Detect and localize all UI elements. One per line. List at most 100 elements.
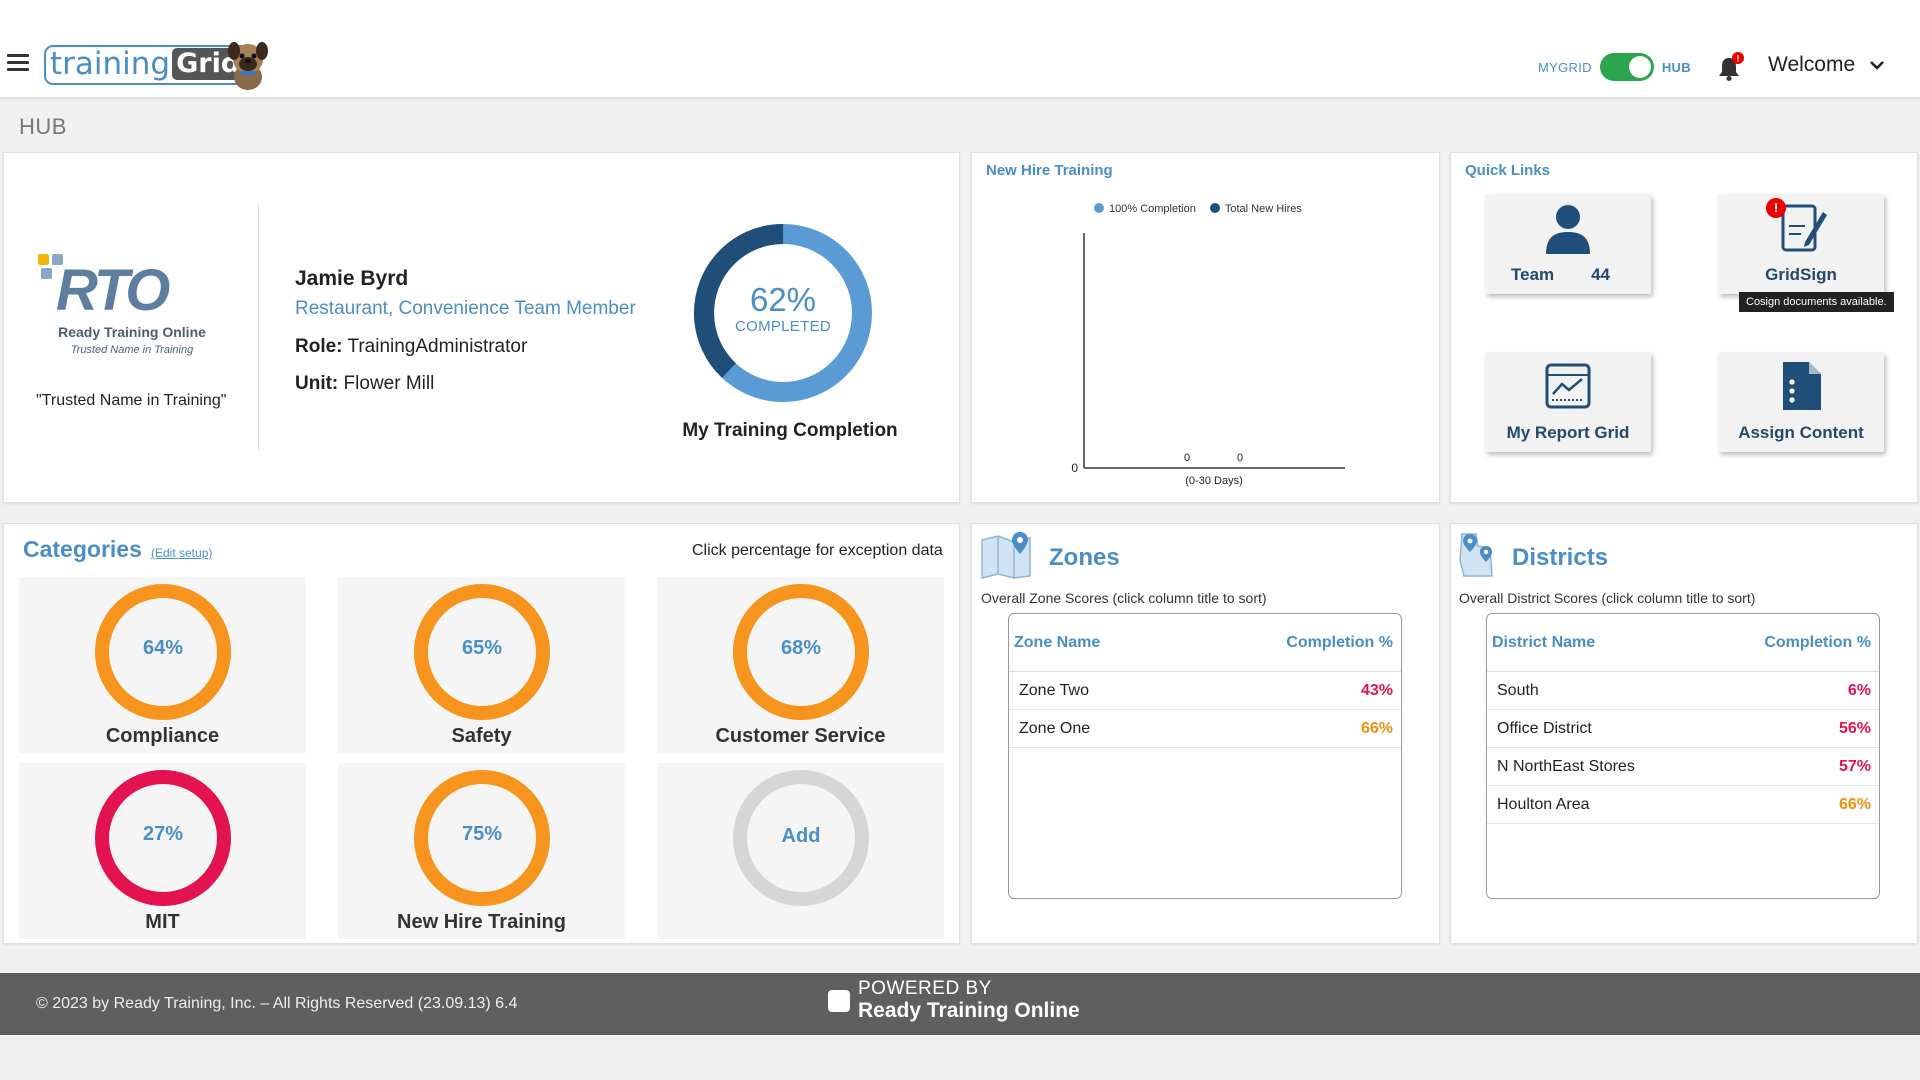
table-row[interactable]: Zone Two 43% — [1009, 672, 1401, 710]
mit-percent[interactable]: 27% — [142, 823, 184, 845]
team-count: 44 — [1591, 265, 1610, 284]
profile-divider — [258, 204, 259, 450]
district-row-name: Office District — [1497, 719, 1592, 737]
zone-row-percent: 43% — [1360, 681, 1393, 699]
districts-table: District Name Completion % South 6% Offi… — [1486, 613, 1880, 899]
edit-setup-link[interactable]: (Edit setup) — [151, 546, 213, 560]
compliance-percent[interactable]: 64% — [142, 637, 184, 659]
category-tile-compliance[interactable]: 64% Compliance — [19, 577, 306, 753]
categories-hint: Click percentage for exception data — [692, 542, 943, 559]
team-quick-link[interactable]: Team 44 — [1485, 194, 1651, 294]
safety-ring — [414, 584, 550, 720]
view-toggle-switch[interactable] — [1599, 53, 1654, 81]
gridsign-label: GridSign — [1765, 265, 1837, 284]
districts-map-icon — [1459, 533, 1493, 577]
safety-percent[interactable]: 65% — [461, 637, 503, 659]
logo-sub-text: Trusted Name in Training — [71, 344, 194, 356]
profile-panel — [3, 152, 960, 503]
district-row-name: Houlton Area — [1497, 795, 1590, 813]
table-row[interactable]: N NorthEast Stores 57% — [1487, 748, 1879, 786]
completion-word: COMPLETED — [734, 318, 832, 335]
table-row[interactable]: Houlton Area 66% — [1487, 786, 1879, 824]
quick-links-title: Quick Links — [1465, 162, 1551, 179]
zones-map-icon — [981, 532, 1031, 579]
user-role: Role: TrainingAdministrator — [295, 336, 527, 358]
district-row-percent: 56% — [1838, 719, 1871, 737]
gridsign-alert-badge: ! — [1766, 198, 1786, 218]
category-tile-new-hire-training[interactable]: 75% New Hire Training — [338, 763, 625, 939]
table-row[interactable]: Zone One 66% — [1009, 710, 1401, 748]
category-tile-customer-service[interactable]: 68% Customer Service — [657, 577, 944, 753]
districts-table-header: District Name Completion % — [1487, 614, 1879, 672]
copyright-text: © 2023 by Ready Training, Inc. – All Rig… — [36, 995, 518, 1012]
report-grid-label: My Report Grid — [1506, 423, 1630, 442]
completion-title: My Training Completion — [682, 420, 898, 441]
x-tick-label: (0-30 Days) — [1185, 475, 1242, 487]
zone-row-name: Zone Two — [1019, 681, 1089, 699]
new-hire-training-ring — [414, 770, 550, 906]
district-row-percent: 66% — [1838, 795, 1871, 813]
completion-donut-label: 62% COMPLETED — [690, 282, 876, 336]
chart-legend: 100% Completion Total New Hires — [1094, 203, 1302, 215]
powered-by-line1: POWERED BY — [858, 978, 992, 999]
district-row-percent: 6% — [1847, 681, 1871, 699]
category-tile-add[interactable]: Add — [657, 763, 944, 939]
add-category-button[interactable]: Add — [781, 825, 821, 847]
training-completion-donut[interactable] — [690, 220, 876, 406]
districts-title: Districts — [1512, 544, 1609, 571]
new-hire-training-name: New Hire Training — [397, 911, 566, 933]
legend-item-completion[interactable]: 100% Completion — [1094, 203, 1196, 215]
new-hire-training-percent[interactable]: 75% — [461, 823, 503, 845]
categories-title: Categories — [23, 536, 142, 562]
user-unit: Unit: Flower Mill — [295, 373, 434, 395]
report-grid-quick-link[interactable]: My Report Grid — [1485, 352, 1651, 452]
assign-document-icon — [1783, 362, 1821, 410]
districts-subtitle: Overall District Scores (click column ti… — [1459, 590, 1756, 606]
legend-total-label: Total New Hires — [1224, 203, 1302, 215]
zone-completion-column[interactable]: Completion % — [1286, 633, 1393, 651]
welcome-user-menu[interactable]: Welcome — [1768, 53, 1885, 77]
top-header: training Grid MYGRID HUB ! Welcome — [0, 0, 1920, 99]
training-grid-logo[interactable]: training Grid — [44, 42, 251, 88]
logo-training-text: training — [50, 46, 171, 82]
district-completion-column[interactable]: Completion % — [1764, 633, 1871, 651]
zones-subtitle: Overall Zone Scores (click column title … — [981, 590, 1267, 606]
zones-title: Zones — [1049, 544, 1120, 571]
hamburger-menu-icon[interactable] — [7, 54, 29, 72]
safety-name: Safety — [451, 725, 512, 747]
gridsign-quick-link[interactable]: GridSign — [1718, 194, 1884, 294]
legend-completion-label: 100% Completion — [1109, 203, 1196, 215]
customer-service-percent[interactable]: 68% — [780, 637, 822, 659]
powered-by-logo[interactable]: POWERED BY Ready Training Online — [828, 979, 1080, 1023]
category-tile-safety[interactable]: 65% Safety — [338, 577, 625, 753]
page-title: HUB — [19, 114, 67, 139]
customer-service-name: Customer Service — [715, 725, 886, 747]
table-row[interactable]: South 6% — [1487, 672, 1879, 710]
zones-table: Zone Name Completion % Zone Two 43% Zone… — [1008, 613, 1402, 899]
powered-by-line2: Ready Training Online — [858, 999, 1080, 1022]
toggle-hub-label: HUB — [1661, 59, 1691, 75]
table-row[interactable]: Office District 56% — [1487, 710, 1879, 748]
report-chart-icon — [1545, 363, 1591, 409]
bar-value-label-total: 0 — [1237, 452, 1243, 464]
unit-value: Flower Mill — [343, 373, 435, 394]
page-footer: © 2023 by Ready Training, Inc. – All Rig… — [0, 973, 1920, 1035]
assign-content-label: Assign Content — [1738, 423, 1864, 442]
user-job-title: Restaurant, Convenience Team Member — [295, 298, 636, 319]
zone-name-column[interactable]: Zone Name — [1014, 633, 1101, 651]
notification-bell-icon[interactable]: ! — [1716, 52, 1744, 82]
new-hire-panel — [971, 152, 1440, 503]
category-tile-mit[interactable]: 27% MIT — [19, 763, 306, 939]
team-person-icon — [1546, 205, 1590, 254]
org-tagline: "Trusted Name in Training" — [36, 392, 227, 409]
district-row-name: N NorthEast Stores — [1497, 757, 1635, 775]
district-name-column[interactable]: District Name — [1492, 633, 1596, 651]
mygrid-hub-toggle[interactable]: MYGRID HUB — [1538, 53, 1691, 81]
assign-content-quick-link[interactable]: Assign Content — [1718, 352, 1884, 452]
new-hire-title: New Hire Training — [986, 162, 1113, 179]
role-label: Role: — [295, 336, 343, 357]
svg-text:RTO: RTO — [56, 258, 170, 323]
legend-item-total[interactable]: Total New Hires — [1209, 203, 1302, 215]
customer-service-ring — [733, 584, 869, 720]
unit-label: Unit: — [295, 373, 339, 394]
